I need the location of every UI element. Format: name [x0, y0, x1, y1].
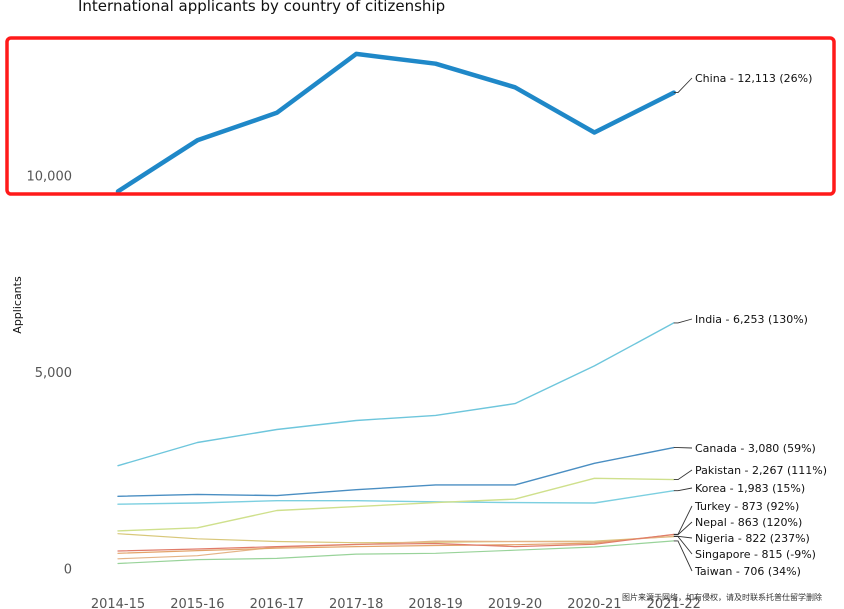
series-label-pakistan: Pakistan - 2,267 (111%) [695, 464, 827, 477]
series-label-china: China - 12,113 (26%) [695, 72, 812, 85]
chart-title: International applicants by country of c… [78, 0, 445, 15]
series-line-taiwan [117, 540, 675, 565]
y-axis-label: Applicants [11, 276, 24, 334]
series-line-canada [117, 446, 675, 497]
x-tick-label: 2018-19 [408, 597, 462, 609]
series-label-nigeria: Nigeria - 822 (237%) [695, 532, 810, 545]
x-tick-label: 2016-17 [250, 597, 304, 609]
x-tick-label: 2015-16 [170, 597, 224, 609]
leader-line-pakistan [673, 469, 693, 481]
y-tick-label: 10,000 [27, 170, 73, 185]
x-tick-label: 2019-20 [488, 597, 542, 609]
leader-line-taiwan [673, 540, 693, 572]
watermark-text: 图片来源于网络，如有侵权，请及时联系托普仕留学删除 [622, 592, 822, 602]
y-axis-ticks: 0 5,000 10,000 [27, 170, 73, 578]
x-tick-label: 2021-22 [647, 597, 701, 609]
series-line-nepal [117, 534, 675, 554]
series-label-turkey: Turkey - 873 (92%) [694, 500, 799, 513]
leader-line-nepal [673, 521, 693, 536]
highlight-box [5, 36, 836, 196]
series-labels: China - 12,113 (26%) India - 6,253 (130%)… [673, 72, 827, 578]
series-line-india [117, 322, 675, 467]
series-line-china [115, 51, 677, 194]
leader-line-korea [673, 487, 693, 492]
leader-line-china [673, 77, 693, 94]
leader-line-india [673, 318, 693, 324]
series-label-taiwan: Taiwan - 706 (34%) [694, 565, 801, 578]
series-lines [115, 51, 677, 565]
series-line-pakistan [117, 477, 675, 532]
series-label-korea: Korea - 1,983 (15%) [695, 482, 805, 495]
y-tick-label: 0 [64, 563, 72, 578]
series-label-canada: Canada - 3,080 (59%) [695, 442, 816, 455]
series-label-nepal: Nepal - 863 (120%) [695, 516, 802, 529]
leader-line-singapore [673, 536, 693, 555]
y-tick-label: 5,000 [35, 366, 72, 381]
x-tick-label: 2020-21 [567, 597, 621, 609]
series-line-turkey [117, 533, 675, 552]
x-tick-label: 2017-18 [329, 597, 383, 609]
series-label-india: India - 6,253 (130%) [695, 313, 808, 326]
x-tick-label: 2014-15 [91, 597, 145, 609]
x-axis-ticks: 2014-15 2015-16 2016-17 2017-18 2018-19 2019-… [91, 597, 701, 609]
series-line-korea [117, 490, 675, 505]
series-label-singapore: Singapore - 815 (-9%) [695, 548, 816, 561]
series-line-nigeria [117, 535, 675, 560]
